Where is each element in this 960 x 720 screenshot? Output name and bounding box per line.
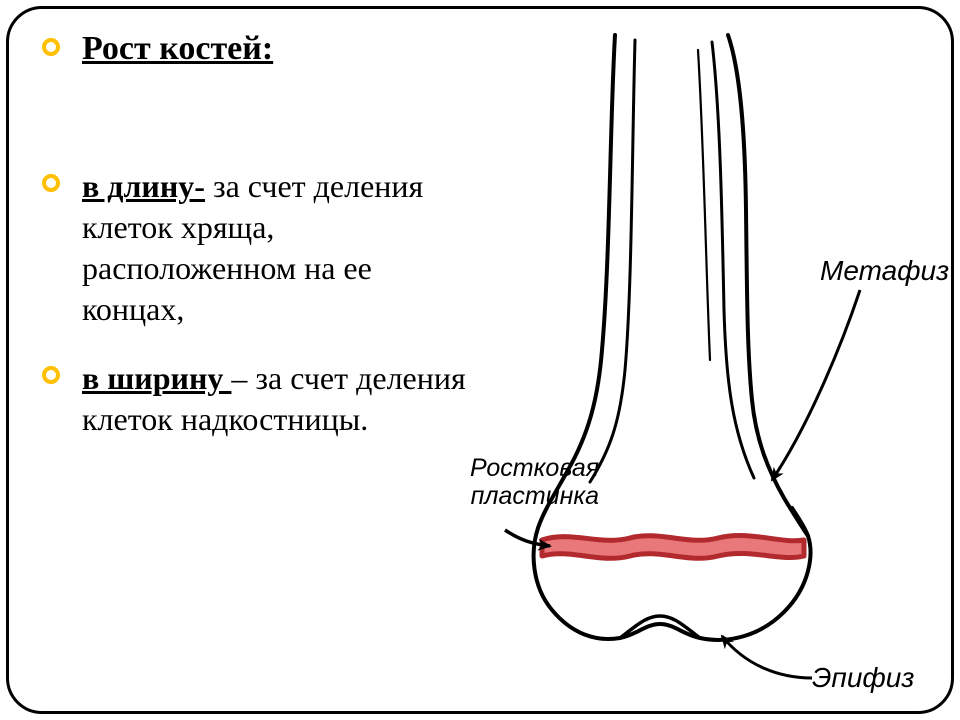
label-growth-plate-l1: Ростковая [470,454,599,482]
width-dash: – [231,360,247,396]
arrow-metaphysis [772,290,860,480]
arrow-epiphysis [722,636,812,678]
bullet-list-body: в длину- за счет деления клеток хряща, р… [42,166,482,440]
title-text: Рост костей: [82,30,273,67]
slide: Рост костей: в длину- за счет деления кл… [0,0,960,720]
bullet-width: в ширину – за счет деления клеток надкос… [42,358,482,440]
bone-diagram: Метафиз Ростковая пластинка Эпифиз [460,30,950,690]
text-content: Рост костей: в длину- за счет деления кл… [42,30,482,468]
label-metaphysis: Метафиз [820,255,949,287]
bullet-length: в длину- за счет деления клеток хряща, р… [42,166,482,330]
width-text: в ширину – за счет деления клеток надкос… [82,360,466,437]
bone-svg [460,30,950,710]
spacer [42,96,482,166]
bone-inner-mid [698,50,710,360]
length-text: в длину- за счет деления клеток хряща, р… [82,168,423,327]
label-growth-plate-l2: пластинка [471,482,599,510]
width-lead: в ширину [82,360,231,396]
label-epiphysis: Эпифиз [812,662,914,694]
bullet-list: Рост костей: [42,30,482,68]
bullet-title: Рост костей: [42,30,482,68]
growth-plate [542,535,804,558]
label-growth-plate: Ростковая пластинка [470,455,599,510]
length-lead: в длину- [82,168,205,204]
